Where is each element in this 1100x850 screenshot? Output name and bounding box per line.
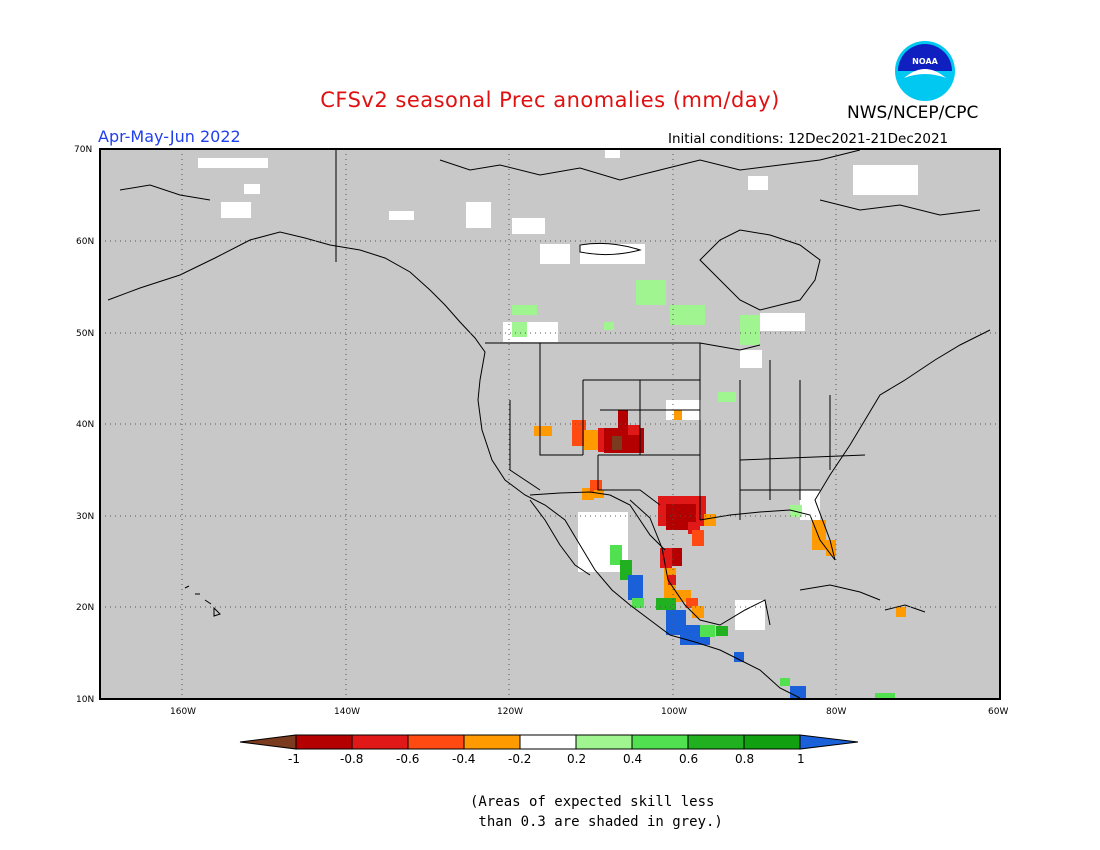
latitude-labels: 70N 60N 50N 40N 30N 20N 10N bbox=[74, 145, 94, 705]
colorbar-segment bbox=[575, 734, 633, 750]
lat-label: 40N bbox=[76, 420, 94, 430]
colorbar-segment bbox=[743, 734, 801, 750]
colorbar-segment bbox=[631, 734, 689, 750]
colorbar-segment bbox=[463, 734, 521, 750]
colorbar-label: 0.4 bbox=[623, 752, 642, 766]
lon-label: 80W bbox=[826, 707, 846, 717]
colorbar bbox=[239, 734, 859, 750]
colorbar-segment bbox=[687, 734, 745, 750]
anomaly-cells bbox=[198, 150, 918, 699]
skill-note: (Areas of expected skill less than 0.3 a… bbox=[470, 792, 730, 832]
colorbar-segment bbox=[407, 734, 465, 750]
lon-label: 140W bbox=[334, 707, 360, 717]
lon-label: 120W bbox=[497, 707, 523, 717]
graticule bbox=[100, 149, 1000, 699]
lat-label: 20N bbox=[76, 603, 94, 613]
lat-label: 10N bbox=[76, 695, 94, 705]
lat-label: 50N bbox=[76, 329, 94, 339]
map-frame bbox=[99, 148, 1001, 700]
colorbar-label: -0.4 bbox=[452, 752, 475, 766]
colorbar-segment bbox=[519, 734, 577, 750]
chart-title: CFSv2 seasonal Prec anomalies (mm/day) bbox=[320, 88, 780, 112]
lat-label: 30N bbox=[76, 512, 94, 522]
colorbar-label: 0.2 bbox=[567, 752, 586, 766]
colorbar-label: -0.2 bbox=[508, 752, 531, 766]
initial-conditions: Initial conditions: 12Dec2021-21Dec2021 bbox=[668, 131, 949, 147]
colorbar-low-arrow bbox=[239, 734, 297, 750]
colorbar-label: 1 bbox=[797, 752, 805, 766]
lon-label: 160W bbox=[170, 707, 196, 717]
lon-label: 60W bbox=[988, 707, 1008, 717]
colorbar-segment bbox=[351, 734, 409, 750]
colorbar-label: -1 bbox=[288, 752, 300, 766]
colorbar-label: -0.6 bbox=[396, 752, 419, 766]
colorbar-labels: -1 -0.8 -0.6 -0.4 -0.2 0.2 0.4 0.6 0.8 1 bbox=[288, 752, 805, 766]
colorbar-label: -0.8 bbox=[340, 752, 363, 766]
colorbar-segment bbox=[295, 734, 353, 750]
noaa-logo-icon: NOAA bbox=[895, 41, 955, 101]
lat-label: 70N bbox=[74, 145, 92, 155]
longitude-labels: 160W 140W 120W 100W 80W 60W bbox=[170, 707, 1008, 717]
skill-note-line1: (Areas of expected skill less bbox=[470, 794, 715, 810]
coastlines bbox=[107, 149, 991, 699]
colorbar-high-arrow bbox=[799, 734, 859, 750]
lat-label: 60N bbox=[76, 237, 94, 247]
skill-note-line2: than 0.3 are shaded in grey.) bbox=[470, 814, 723, 830]
agency-label: NWS/NCEP/CPC bbox=[847, 103, 979, 123]
lon-label: 100W bbox=[661, 707, 687, 717]
colorbar-label: 0.8 bbox=[735, 752, 754, 766]
colorbar-label: 0.6 bbox=[679, 752, 698, 766]
logo-text: NOAA bbox=[912, 57, 938, 66]
season-label: Apr-May-Jun 2022 bbox=[98, 127, 241, 146]
